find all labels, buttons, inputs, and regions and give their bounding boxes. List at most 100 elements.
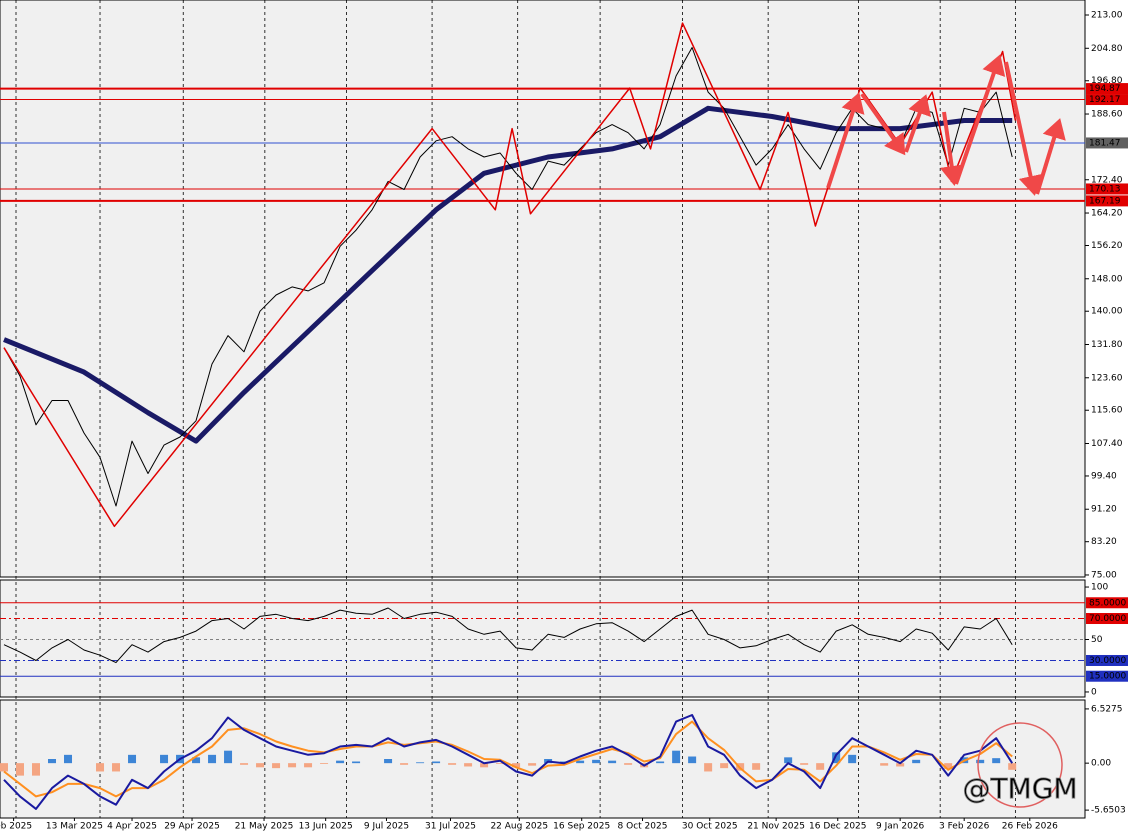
histogram-bar xyxy=(304,763,313,768)
level-label-box xyxy=(1086,94,1128,106)
histogram-bar xyxy=(320,763,329,764)
histogram-bar xyxy=(896,763,905,767)
histogram-bar xyxy=(496,763,505,764)
y-tick-label: 0.00 xyxy=(1091,759,1111,769)
x-tick-label: 21 May 2025 xyxy=(235,822,294,832)
histogram-bar xyxy=(32,763,41,776)
rsi-panel xyxy=(0,579,1086,698)
y-tick-label: 100 xyxy=(1091,583,1108,593)
y-tick-label: 156.20 xyxy=(1091,241,1123,251)
y-tick-label: 91.20 xyxy=(1091,505,1117,515)
histogram-bar xyxy=(848,754,857,764)
level-label-box xyxy=(1086,195,1128,207)
y-tick-label: 123.60 xyxy=(1091,373,1123,383)
histogram-bar xyxy=(464,763,473,767)
y-tick-label: 6.5275 xyxy=(1091,704,1123,714)
histogram-bar xyxy=(64,754,73,764)
level-label-box xyxy=(1086,183,1128,195)
level-label-box xyxy=(1086,83,1128,95)
series-line xyxy=(3,47,1013,507)
histogram-bar xyxy=(992,758,1001,764)
histogram-bar xyxy=(912,759,921,764)
x-tick-label: 22 Aug 2025 xyxy=(490,822,548,832)
x-tick-label: 21 Nov 2025 xyxy=(747,822,805,832)
y-tick-label: 99.40 xyxy=(1091,471,1117,481)
level-label: 170.13 xyxy=(1089,184,1121,194)
series-line xyxy=(3,720,1013,798)
histogram-bar xyxy=(624,763,633,765)
histogram-bar xyxy=(656,761,665,764)
histogram-bar xyxy=(0,763,9,772)
histogram-bar xyxy=(352,761,361,764)
level-label: 85.0000 xyxy=(1089,598,1126,608)
watermark: @TMGM xyxy=(962,772,1077,805)
histogram-bar xyxy=(288,763,297,768)
y-tick-label: 83.20 xyxy=(1091,537,1117,547)
histogram-bar xyxy=(416,762,425,764)
level-label-box xyxy=(1086,654,1128,666)
series-line xyxy=(3,607,1013,664)
histogram-bar xyxy=(576,760,585,764)
x-tick-label: 30 Oct 2025 xyxy=(682,822,738,832)
histogram-bar xyxy=(512,763,521,768)
series-line xyxy=(3,22,1017,528)
level-label: 192.17 xyxy=(1089,95,1121,105)
histogram-bar xyxy=(816,763,825,770)
price-panel xyxy=(0,0,1086,578)
histogram-bar xyxy=(240,763,249,765)
y-tick-label: 131.80 xyxy=(1091,340,1123,350)
arrow xyxy=(904,94,932,153)
x-tick-label: 31 Jul 2025 xyxy=(425,822,476,832)
y-tick-label: 140.00 xyxy=(1091,307,1123,317)
histogram-bar xyxy=(592,759,601,764)
histogram-bar xyxy=(448,763,457,765)
y-tick-label: 172.40 xyxy=(1091,175,1123,185)
level-label-box xyxy=(1086,137,1128,149)
histogram-bar xyxy=(976,759,985,764)
y-tick-label: 0 xyxy=(1091,687,1097,697)
arrow xyxy=(1035,118,1066,195)
level-label: 15.0000 xyxy=(1089,672,1126,682)
y-tick-label: 115.60 xyxy=(1091,406,1123,416)
histogram-bar xyxy=(880,763,889,766)
level-label-box xyxy=(1086,597,1128,609)
arrow xyxy=(939,111,964,186)
x-tick-label: 16 Dec 2025 xyxy=(809,822,867,832)
y-tick-label: 148.00 xyxy=(1091,274,1123,284)
histogram-bar xyxy=(48,759,57,764)
y-tick-label: 188.60 xyxy=(1091,110,1123,120)
x-tick-label: 13 Jun 2025 xyxy=(299,822,353,832)
level-label-box xyxy=(1086,670,1128,682)
arrow xyxy=(954,54,1006,185)
histogram-bar xyxy=(160,754,169,764)
x-tick-label: 9 Jan 2026 xyxy=(876,822,924,832)
histogram-bar xyxy=(400,763,409,765)
arrow xyxy=(1004,61,1043,196)
y-tick-label: 196.80 xyxy=(1091,76,1123,86)
histogram-bar xyxy=(832,752,841,764)
histogram-bar xyxy=(704,763,713,772)
level-label: 30.0000 xyxy=(1089,656,1126,666)
histogram-bar xyxy=(432,761,441,764)
arrow xyxy=(860,92,906,156)
histogram-bar xyxy=(1008,763,1017,770)
histogram-bar xyxy=(672,750,681,764)
x-tick-label: 13 Mar 2025 xyxy=(46,822,103,832)
histogram-bar xyxy=(608,760,617,764)
histogram-bar xyxy=(256,763,265,768)
level-label: 181.47 xyxy=(1089,138,1121,148)
histogram-bar xyxy=(192,757,201,764)
histogram-bar xyxy=(128,754,137,764)
x-tick-label: 26 Feb 2026 xyxy=(1002,822,1058,832)
histogram-bar xyxy=(480,763,489,768)
annotation-arrows xyxy=(826,54,1066,196)
x-tick-label: eb 2025 xyxy=(0,822,32,832)
y-tick-label: 50 xyxy=(1091,635,1103,645)
histogram-bar xyxy=(688,756,697,764)
y-tick-label: 75.00 xyxy=(1091,570,1117,580)
level-label: 194.87 xyxy=(1089,84,1121,94)
x-tick-label: 29 Apr 2025 xyxy=(164,822,220,832)
histogram-bar xyxy=(336,760,345,764)
